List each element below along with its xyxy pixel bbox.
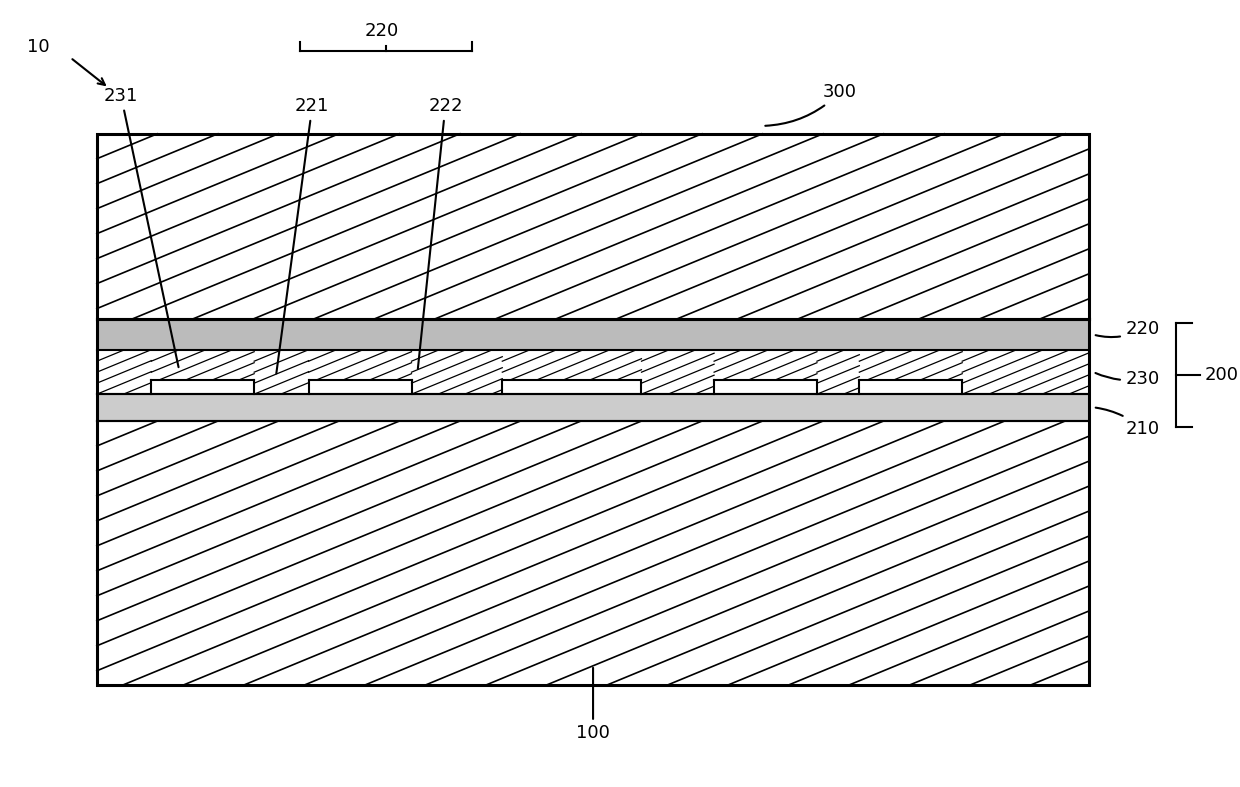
Bar xyxy=(97,319,1089,350)
Text: 300: 300 xyxy=(765,83,857,126)
Text: 100: 100 xyxy=(577,668,610,742)
Text: 10: 10 xyxy=(26,39,50,56)
Text: 231: 231 xyxy=(104,87,179,368)
Text: 220: 220 xyxy=(1096,320,1159,338)
Text: 210: 210 xyxy=(1096,408,1159,438)
Bar xyxy=(97,319,1089,350)
Text: 230: 230 xyxy=(1095,371,1159,388)
Bar xyxy=(97,394,1089,421)
Bar xyxy=(97,421,1089,685)
Bar xyxy=(97,394,1089,421)
Bar xyxy=(97,134,1089,685)
Bar xyxy=(97,350,1089,394)
Text: 220: 220 xyxy=(365,23,398,40)
Text: 222: 222 xyxy=(418,98,463,368)
Bar xyxy=(97,134,1089,319)
Text: 221: 221 xyxy=(277,98,330,373)
Text: 200: 200 xyxy=(1205,366,1239,383)
